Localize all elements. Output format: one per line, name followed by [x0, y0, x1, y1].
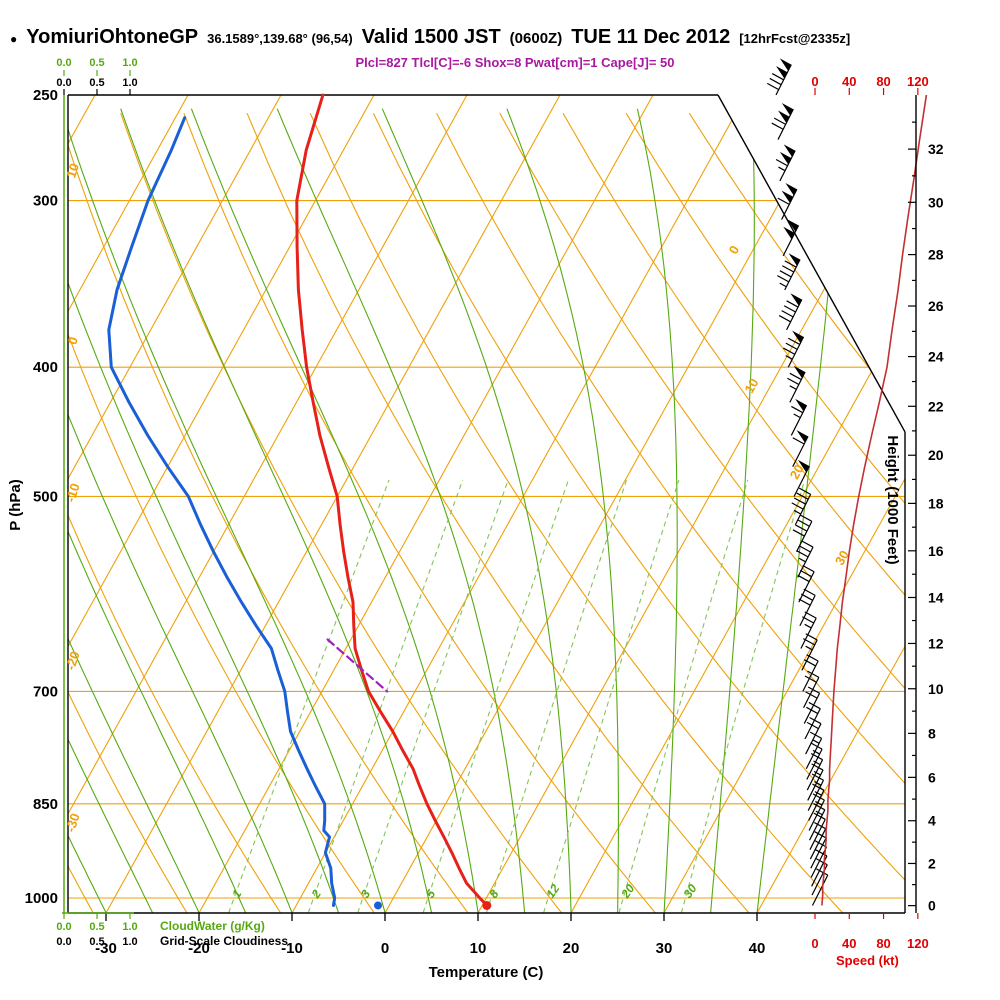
- temperature-axis-title: Temperature (C): [429, 964, 544, 981]
- svg-text:20: 20: [563, 940, 580, 957]
- svg-text:120: 120: [907, 936, 929, 951]
- params-line: Plcl=827 Tlcl[C]=-6 Shox=8 Pwat[cm]=1 Ca…: [355, 55, 675, 70]
- svg-text:24: 24: [928, 349, 944, 365]
- svg-text:30: 30: [656, 940, 673, 957]
- svg-text:120: 120: [907, 74, 929, 89]
- svg-text:1.0: 1.0: [122, 921, 137, 933]
- speed-profile-curve: [821, 94, 928, 906]
- svg-text:28: 28: [928, 247, 944, 263]
- isotherm-label: 10: [741, 376, 761, 396]
- svg-text:14: 14: [928, 589, 944, 605]
- valid-time-utc: (0600Z): [509, 30, 563, 47]
- dry-adiabat-label: 10: [63, 161, 82, 179]
- valid-date: TUE 11 Dec 2012: [571, 26, 731, 48]
- svg-text:0.0: 0.0: [56, 77, 71, 89]
- svg-text:20: 20: [928, 447, 944, 463]
- pressure-axis-title: P (hPa): [7, 479, 24, 530]
- plot-frame: [63, 94, 906, 914]
- svg-text:1.0: 1.0: [122, 57, 137, 69]
- svg-text:0.0: 0.0: [56, 936, 71, 948]
- svg-text:5: 5: [423, 887, 438, 901]
- svg-text:0: 0: [381, 940, 389, 957]
- svg-text:0: 0: [811, 936, 818, 951]
- svg-text:-10: -10: [281, 940, 303, 957]
- skewt-grid: [68, 95, 905, 913]
- svg-text:400: 400: [33, 359, 58, 376]
- dry-adiabat-label: 0: [64, 335, 81, 347]
- svg-text:0: 0: [811, 74, 818, 89]
- svg-text:850: 850: [33, 796, 58, 813]
- svg-text:2: 2: [928, 855, 936, 871]
- isotherm-label: 20: [787, 462, 807, 482]
- svg-text:1: 1: [229, 887, 244, 901]
- svg-text:22: 22: [928, 398, 944, 414]
- svg-text:0.5: 0.5: [89, 936, 104, 948]
- svg-text:4: 4: [928, 813, 936, 829]
- svg-text:8: 8: [486, 887, 501, 901]
- parcel-segment: [326, 638, 389, 693]
- svg-text:80: 80: [876, 74, 890, 89]
- speed-axis: 0 0 40 40 80 80 120 120 Speed (kt): [811, 74, 928, 968]
- valid-time: Valid 1500 JST: [361, 26, 501, 48]
- svg-text:80: 80: [876, 936, 890, 951]
- isotherm-label: 0: [726, 243, 743, 257]
- station-dot-icon: ●: [10, 32, 18, 46]
- svg-text:10: 10: [928, 681, 944, 697]
- svg-text:2: 2: [308, 887, 324, 902]
- svg-text:0: 0: [928, 898, 936, 914]
- svg-text:300: 300: [33, 193, 58, 210]
- dewpoint-curve: [107, 116, 337, 907]
- svg-text:40: 40: [842, 74, 856, 89]
- dry-adiabat-label: -30: [63, 811, 83, 834]
- temperature-axis: -30 -20 -10 0 10 20 30 40: [95, 913, 765, 957]
- temperature-curve: [295, 93, 489, 907]
- station-name: YomiuriOhtoneGP: [26, 26, 199, 48]
- svg-text:0.5: 0.5: [89, 57, 104, 69]
- svg-text:0.0: 0.0: [56, 921, 71, 933]
- svg-text:30: 30: [928, 194, 944, 210]
- cloudwater-scale-title: CloudWater (g/Kg): [160, 919, 265, 933]
- svg-text:40: 40: [749, 940, 766, 957]
- pressure-axis: 250 300 400 500 700 850 1000: [25, 87, 58, 907]
- surface-dew-marker: [374, 901, 383, 910]
- svg-text:3: 3: [358, 887, 373, 901]
- svg-text:12: 12: [928, 635, 944, 651]
- svg-text:1.0: 1.0: [122, 936, 137, 948]
- svg-text:-20: -20: [188, 940, 210, 957]
- svg-text:500: 500: [33, 488, 58, 505]
- surface-temp-marker: [482, 900, 492, 910]
- cloud-scales: 0.0 0.5 1.0 0.0 0.5 1.0 0.0 0.5 1.0 CloudWater (g…: [56, 57, 288, 948]
- svg-text:10: 10: [470, 940, 487, 957]
- svg-text:0.5: 0.5: [89, 77, 104, 89]
- svg-text:6: 6: [928, 769, 936, 785]
- speed-axis-title: Speed (kt): [836, 953, 899, 968]
- svg-text:16: 16: [928, 543, 944, 559]
- height-axis-title: Height (1000 Feet): [884, 435, 901, 564]
- svg-text:250: 250: [33, 87, 58, 104]
- dry-adiabat-label: -20: [63, 649, 83, 672]
- svg-text:32: 32: [928, 141, 944, 157]
- svg-text:-30: -30: [95, 940, 117, 957]
- svg-text:20: 20: [618, 881, 638, 901]
- forecast-info: [12hrFcst@2335z]: [739, 31, 851, 46]
- svg-text:40: 40: [842, 936, 856, 951]
- svg-text:700: 700: [33, 683, 58, 700]
- title-bar: ● YomiuriOhtoneGP 36.1589°,139.68° (96,5…: [10, 26, 850, 49]
- svg-text:0.0: 0.0: [56, 57, 71, 69]
- dry-adiabat-label: -10: [63, 481, 83, 504]
- svg-text:26: 26: [928, 298, 944, 314]
- svg-text:18: 18: [928, 495, 944, 511]
- svg-text:1000: 1000: [25, 890, 58, 907]
- wind-barbs: [766, 58, 829, 906]
- station-coords: 36.1589°,139.68° (96,54): [207, 31, 353, 46]
- svg-text:8: 8: [928, 725, 936, 741]
- svg-text:0.5: 0.5: [89, 921, 104, 933]
- svg-text:1.0: 1.0: [122, 77, 137, 89]
- cloudiness-scale-title: Grid-Scale Cloudiness: [160, 934, 288, 948]
